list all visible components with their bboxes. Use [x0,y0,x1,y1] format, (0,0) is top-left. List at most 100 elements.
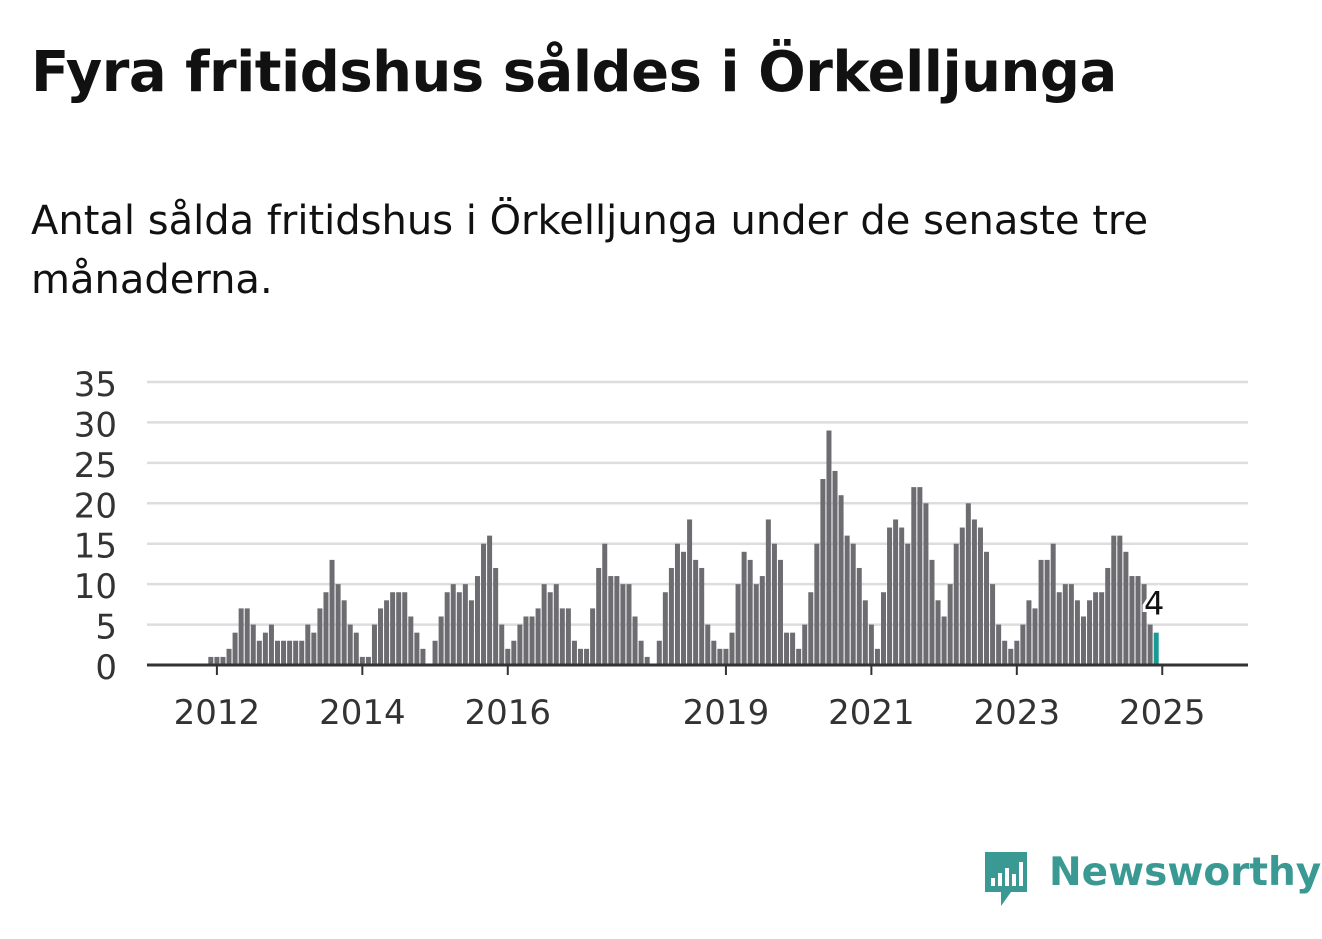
bar [317,608,323,665]
bar [432,640,438,665]
bar [838,495,844,665]
bar [353,632,359,665]
bar [299,640,305,665]
bar [1008,648,1014,665]
bar [1117,535,1123,665]
bar [614,576,620,665]
bar [887,527,893,665]
bar [1020,624,1026,665]
bar [844,535,850,665]
bar [329,559,335,665]
bar [905,543,911,665]
bar [559,608,565,665]
bar [1044,559,1050,665]
bar [820,479,826,665]
bar [487,535,493,665]
bar [705,624,711,665]
y-tick-label: 30 [74,405,117,445]
y-tick-label: 0 [95,648,117,688]
last-value-label: 4 [1144,585,1164,623]
bar [420,648,426,665]
bar [881,592,886,665]
bar [232,632,238,665]
bar [456,592,462,665]
bar [753,584,759,665]
bar [220,656,226,665]
bar [814,543,820,665]
bar [347,624,353,665]
bar [687,519,693,665]
bar [578,648,583,665]
bar [899,527,905,665]
bar [481,543,487,665]
bar [826,430,832,665]
bar [1147,624,1153,665]
bar [450,584,456,665]
bar [438,616,444,665]
bar [681,551,687,665]
bar [208,656,214,665]
bar [1123,551,1129,665]
bar [371,624,377,665]
bar [268,624,274,665]
bar [565,608,571,665]
bar [802,624,808,665]
bar [553,584,559,665]
bar [275,640,280,665]
bar [796,648,802,665]
bar [693,559,699,665]
bar [1135,576,1141,665]
bar [929,559,935,665]
bar [359,656,365,665]
bar [723,648,729,665]
bar [638,640,644,665]
bar [378,608,384,665]
bar [365,656,371,665]
newsworthy-logo: Newsworthy [981,848,1321,912]
bar [608,576,614,665]
bar [1105,567,1111,665]
bar [953,543,959,665]
bar [596,567,602,665]
bar [874,648,880,665]
bar [523,616,529,665]
bar [493,567,499,665]
bar [777,559,783,665]
bar [311,632,317,665]
bar [474,576,480,665]
bar [941,616,947,665]
y-tick-label: 10 [74,567,117,607]
bar [505,648,511,665]
bar [571,640,577,665]
bar [668,567,674,665]
bar [244,608,250,665]
bar [984,551,990,665]
bar [1038,559,1044,665]
bar [868,624,874,665]
bar [632,616,638,665]
bar [535,608,541,665]
chart-subtitle: Antal sålda fritidshus i Örkelljunga und… [31,198,1149,303]
bar [1056,592,1062,665]
bar [620,584,626,665]
bar [911,487,917,665]
bar [996,624,1002,665]
bar [547,592,553,665]
bar [626,584,632,665]
bar [1074,600,1080,665]
bar [747,559,753,665]
bar [262,632,268,665]
bar [935,600,941,665]
bar [390,592,396,665]
bar [893,519,899,665]
bar [468,600,474,665]
bar [790,632,796,665]
bar [856,567,862,665]
bar [281,640,287,665]
bar [711,640,717,665]
bar [462,584,468,665]
bar [1068,584,1074,665]
bar [602,543,608,665]
bar [862,600,868,665]
